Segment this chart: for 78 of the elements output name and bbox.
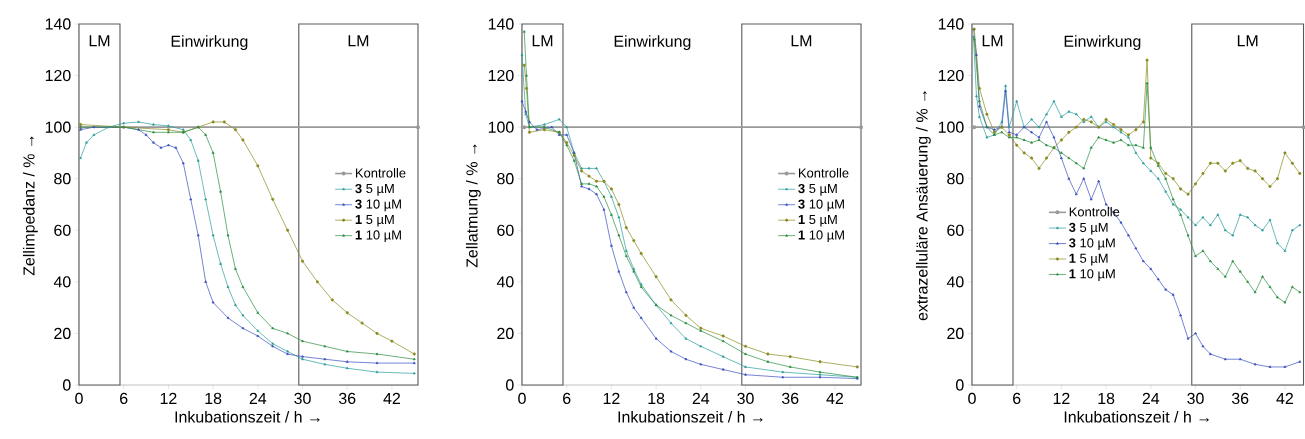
x-tick-label: 18 — [205, 392, 222, 405]
x-tick-label: 36 — [338, 392, 356, 405]
y-tick-label: 120 — [45, 69, 71, 82]
x-tick-label: 42 — [1276, 392, 1293, 404]
legend-label: 3 5 µM — [355, 183, 394, 196]
x-tick-label: 30 — [294, 392, 311, 405]
legend-label: 1 5 µM — [1069, 253, 1108, 266]
legend-label: Kontrolle — [355, 168, 406, 178]
annotation: Einwirkung — [614, 35, 691, 51]
band-label: LM — [89, 35, 110, 47]
legend-label: 3 10 µM — [355, 199, 401, 212]
x-tick-label: 12 — [160, 392, 177, 404]
x-tick-label: 6 — [120, 392, 128, 405]
y-tick-label: 60 — [947, 224, 964, 236]
legend-label: 1 5 µM — [355, 214, 394, 227]
x-tick-label: 42 — [383, 392, 400, 404]
y-tick-label: 40 — [496, 276, 514, 288]
y-tick-label: 20 — [54, 327, 71, 340]
legend-label: Kontrolle — [798, 168, 849, 178]
y-tick-label: 40 — [946, 276, 964, 288]
y-tick-label: 100 — [488, 121, 514, 133]
x-tick-label: 12 — [603, 392, 620, 404]
y-tick-label: 20 — [497, 327, 514, 340]
y-tick-label: 140 — [488, 18, 514, 30]
y-axis-title: Zellimpedanz / % → — [22, 136, 38, 276]
band-label: LM — [532, 35, 553, 47]
legend-label: 3 10 µM — [798, 199, 844, 212]
x-axis-title: Inkubationszeit / h → — [1064, 410, 1209, 423]
x-tick-label: 30 — [1187, 392, 1204, 405]
legend-label: 1 10 µM — [355, 230, 401, 243]
band-label: LM — [348, 35, 369, 47]
x-tick-label: 18 — [1098, 392, 1115, 405]
y-tick-label: 100 — [938, 121, 964, 133]
legend-label: 3 5 µM — [798, 183, 837, 196]
legend-label: 3 10 µM — [1069, 238, 1115, 251]
legend-label: Kontrolle — [1069, 206, 1120, 217]
x-tick-label: 42 — [826, 392, 843, 404]
x-tick-label: 30 — [737, 392, 754, 405]
band-label: LM — [982, 35, 1003, 47]
legend-label: 1 10 µM — [1069, 269, 1115, 281]
x-tick-label: 36 — [1231, 392, 1249, 405]
legend-label: 3 5 µM — [1069, 222, 1108, 235]
x-tick-label: 18 — [648, 392, 665, 405]
y-tick-label: 0 — [956, 379, 964, 391]
x-tick-label: 0 — [518, 392, 526, 405]
y-tick-label: 80 — [497, 173, 514, 185]
y-tick-label: 140 — [938, 18, 964, 30]
x-axis-title: Inkubationszeit / h → — [618, 410, 763, 423]
y-tick-label: 40 — [53, 276, 71, 288]
y-tick-label: 140 — [45, 18, 71, 30]
annotation: Einwirkung — [1064, 35, 1141, 51]
x-tick-label: 36 — [781, 392, 799, 405]
legend-label: 1 10 µM — [798, 230, 844, 243]
y-tick-label: 60 — [54, 224, 71, 236]
x-tick-label: 24 — [692, 392, 710, 404]
y-tick-label: 0 — [62, 379, 71, 391]
y-axis-title: extrazelluläre Ansäuerung / % → — [915, 91, 931, 321]
y-tick-label: 80 — [54, 173, 71, 185]
y-tick-label: 120 — [488, 69, 514, 82]
legend-label: 1 5 µM — [798, 214, 837, 227]
y-tick-label: 120 — [938, 69, 964, 82]
y-tick-label: 100 — [45, 121, 71, 133]
x-tick-label: 24 — [249, 392, 267, 404]
x-tick-label: 24 — [1142, 392, 1160, 404]
band-label: LM — [791, 35, 812, 47]
x-tick-label: 0 — [968, 392, 976, 405]
y-tick-label: 60 — [497, 224, 514, 236]
y-tick-label: 80 — [947, 173, 964, 185]
x-tick-label: 12 — [1053, 392, 1070, 404]
band-label: LM — [1237, 35, 1258, 47]
x-tick-label: 6 — [563, 392, 571, 405]
annotation: Einwirkung — [171, 35, 248, 51]
y-axis-title: Zellatmung / % → — [465, 144, 481, 268]
y-tick-label: 0 — [505, 379, 514, 391]
x-axis-title: Inkubationszeit / h → — [175, 410, 320, 423]
x-tick-label: 0 — [75, 392, 83, 405]
x-tick-label: 6 — [1013, 392, 1021, 405]
y-tick-label: 20 — [947, 327, 964, 340]
